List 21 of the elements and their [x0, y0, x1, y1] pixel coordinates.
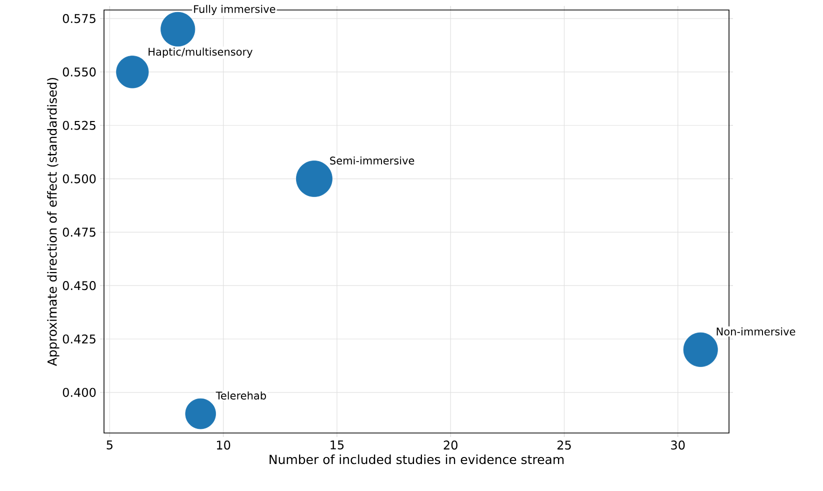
y-tick-label: 0.400 — [62, 388, 96, 397]
x-tick-label: 20 — [444, 440, 458, 450]
annotation: Fully immersive — [194, 4, 276, 16]
annotation: Haptic/multisensory — [148, 48, 252, 58]
x-tick-label: 5 — [106, 440, 112, 450]
y-tick-label: 0.525 — [62, 120, 96, 130]
x-tick-label: 15 — [330, 440, 344, 450]
y-tick-label: 0.550 — [62, 67, 96, 76]
y-tick-label: 0.575 — [62, 14, 96, 24]
x-tick-label: 30 — [671, 440, 685, 450]
y-axis-title: Approximate direction of effect (standardised) — [47, 78, 60, 366]
annotation: Telerehab — [216, 391, 266, 400]
x-tick-label: 25 — [557, 440, 571, 450]
annotation: Non-immersive — [716, 327, 796, 336]
y-tick-label: 0.475 — [62, 228, 96, 237]
x-tick-label: 10 — [217, 440, 230, 450]
x-axis-title: Number of included studies in evidence stream — [270, 454, 564, 464]
annotation: Semi-immersive — [330, 156, 414, 165]
y-tick-label: 0.450 — [62, 281, 96, 290]
y-tick-label: 0.425 — [62, 334, 96, 344]
y-tick-label: 0.500 — [62, 174, 96, 184]
